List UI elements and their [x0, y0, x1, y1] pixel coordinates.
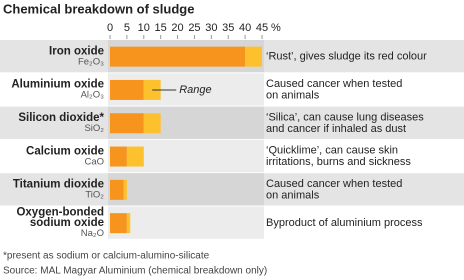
x-tick-label: 5 [124, 22, 130, 34]
x-tick-label: 30 [205, 22, 217, 34]
legend-label: Range [179, 84, 211, 96]
formula: Fe₂O₃ [78, 56, 104, 67]
bar-segment [110, 46, 246, 67]
description: on animals [266, 190, 320, 202]
description: Byproduct of aluminium process [266, 217, 423, 229]
chart-title: Chemical breakdown of sludge [3, 1, 194, 16]
bar-segment [110, 79, 144, 100]
description: Caused cancer when tested [266, 78, 402, 90]
category-label: Oxygen-bonded [16, 207, 104, 219]
description: irritations, burns and sickness [266, 156, 411, 168]
category-label: Silicon dioxide* [18, 112, 104, 124]
description: Caused cancer when tested [266, 178, 402, 190]
description: ‘Quicklime’, can cause skin [266, 145, 398, 157]
bar-segment [110, 113, 144, 134]
category-label: Titanium dioxide [13, 179, 104, 191]
bar-segment [110, 213, 127, 234]
category-label: Aluminium oxide [11, 79, 104, 91]
description: ‘Rust’, gives sludge its red colour [266, 51, 427, 63]
bar-segment [110, 146, 127, 167]
plot-background [108, 206, 264, 239]
description: ‘Silica’, can cause lung diseases [266, 111, 424, 123]
x-unit: % [271, 22, 281, 34]
formula: Al₂O₃ [81, 90, 105, 101]
x-tick-label: 10 [138, 22, 150, 34]
footnote: *present as sodium or calcium-alumino-si… [3, 251, 210, 262]
bar-segment [110, 179, 124, 200]
x-tick-label: 15 [155, 22, 167, 34]
x-tick-label: 35 [222, 22, 234, 34]
formula: CaO [84, 156, 104, 167]
source: Source: MAL Magyar Aluminium (chemical b… [3, 266, 267, 277]
formula: TiO₂ [85, 190, 104, 201]
formula: SiO₂ [84, 123, 104, 134]
description: on animals [266, 90, 320, 102]
category-label: Iron oxide [49, 45, 104, 57]
category-label: Calcium oxide [26, 145, 104, 157]
description: and cancer if inhaled as dust [266, 123, 406, 135]
bar-segment [126, 213, 131, 234]
bar-segment [123, 179, 127, 200]
x-tick-label: 40 [239, 22, 251, 34]
formula: Na₂O [81, 228, 104, 239]
bar-segment [126, 146, 144, 167]
x-tick-label: 20 [171, 22, 183, 34]
bar-segment [143, 79, 161, 100]
bar-segment [143, 113, 161, 134]
bar-segment [245, 46, 262, 67]
category-label: sodium oxide [30, 217, 104, 229]
x-tick-label: 0 [107, 22, 113, 34]
plot-background [108, 173, 264, 206]
x-tick-label: 45 [256, 22, 268, 34]
x-tick-label: 25 [188, 22, 200, 34]
